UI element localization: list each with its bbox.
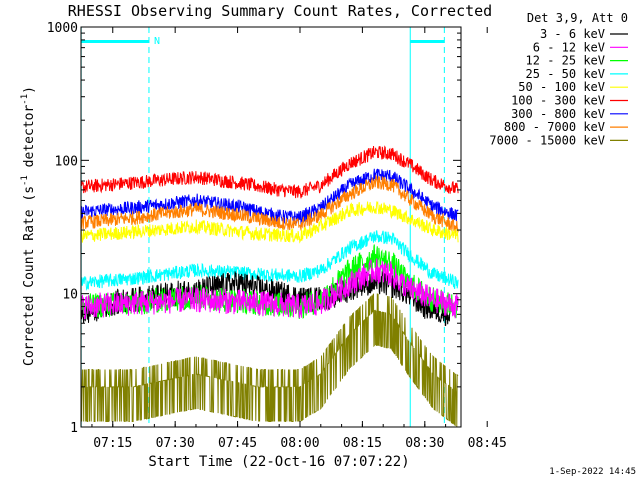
y-tick-label-1: 10 [62, 288, 78, 303]
night-marker: N [154, 36, 160, 47]
night-bar-1 [410, 40, 445, 43]
series-line-4 [80, 200, 459, 244]
legend-title: Det 3,9, Att 0 [527, 11, 628, 25]
legend-label-7: 800 - 7000 keV [504, 120, 605, 134]
x-tick-label-4: 08:15 [343, 436, 382, 451]
x-tick-label-2: 07:45 [218, 436, 257, 451]
y-tick-label-2: 100 [55, 154, 78, 169]
x-tick-label-3: 08:00 [280, 436, 319, 451]
x-tick-label-5: 08:30 [405, 436, 444, 451]
series-line-1 [80, 258, 459, 320]
x-tick-label-6: 08:45 [468, 436, 507, 451]
series-line-5 [80, 145, 459, 199]
series-line-6 [80, 168, 459, 225]
x-tick-label-0: 07:15 [93, 436, 132, 451]
legend-label-6: 300 - 800 keV [511, 107, 605, 121]
legend-label-1: 6 - 12 keV [533, 40, 605, 54]
legend-label-0: 3 - 6 keV [540, 27, 605, 41]
legend-label-5: 100 - 300 keV [511, 94, 605, 108]
y-axis: 1 10 100 1000 [47, 21, 461, 436]
chart-title: RHESSI Observing Summary Count Rates, Co… [68, 2, 492, 20]
series-line-0 [80, 270, 451, 327]
legend-label-3: 25 - 50 keV [526, 67, 605, 81]
y-axis-label: Corrected Count Rate (s-1 detector-1) [20, 86, 37, 366]
plot-frame [80, 26, 462, 428]
x-axis-label: Start Time (22-Oct-16 07:07:22) [148, 454, 409, 470]
night-bar-0 [81, 40, 149, 43]
x-axis: 07:15 07:30 07:45 08:00 08:15 08:30 08:45 [91, 27, 507, 451]
x-tick-label-1: 07:30 [156, 436, 195, 451]
series-line-7 [80, 174, 459, 234]
series-line-8 [80, 293, 459, 427]
y-tick-label-0: 1 [70, 421, 78, 436]
timestamp: 1-Sep-2022 14:45 [549, 467, 636, 477]
legend-label-4: 50 - 100 keV [518, 80, 605, 94]
legend-label-2: 12 - 25 keV [526, 54, 605, 68]
y-tick-label-3: 1000 [47, 21, 78, 36]
series-line-3 [80, 230, 459, 291]
series-layer [80, 145, 459, 427]
legend-label-8: 7000 - 15000 keV [489, 133, 605, 147]
